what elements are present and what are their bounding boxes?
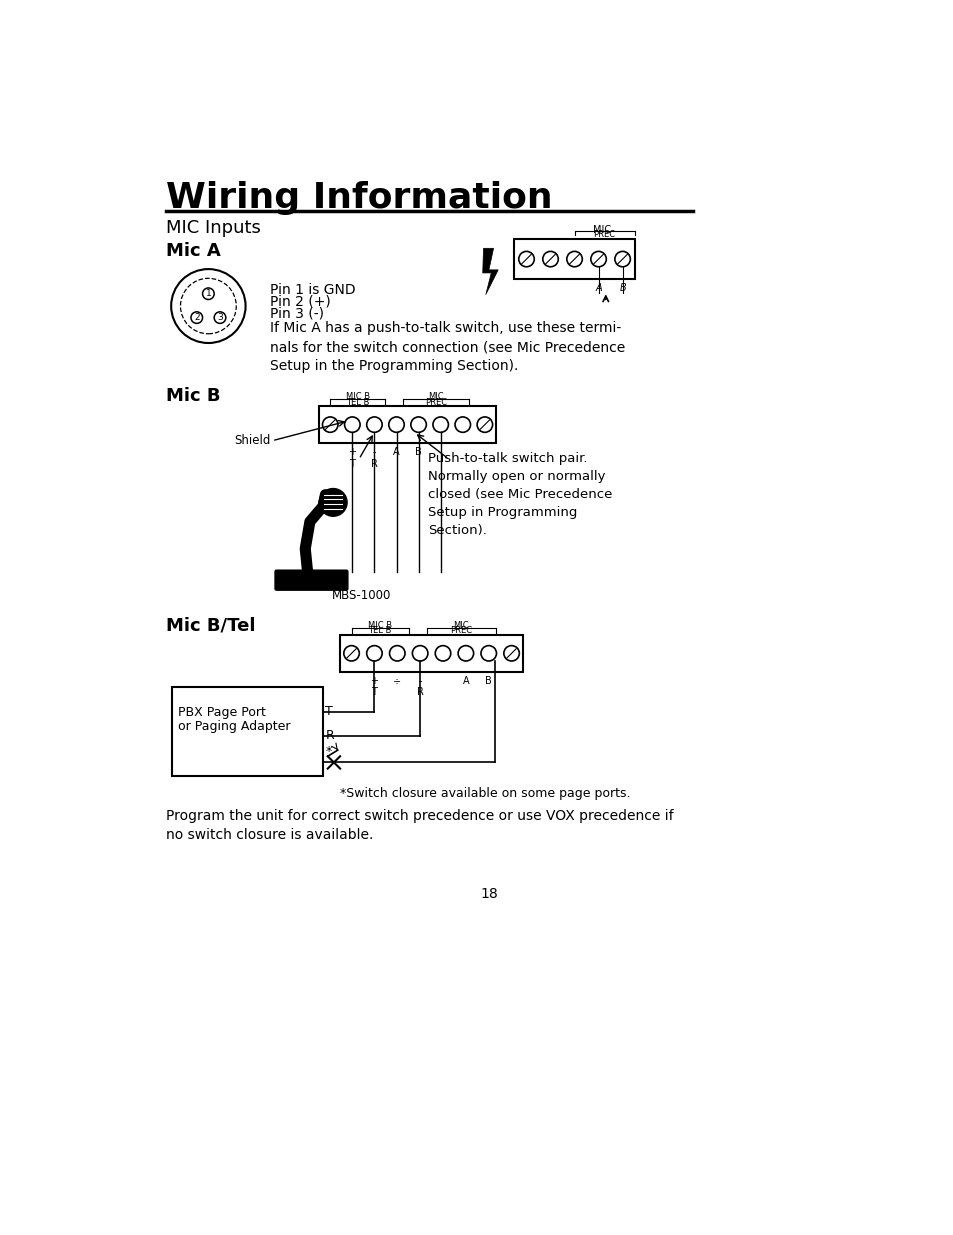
- Text: R: R: [325, 730, 334, 742]
- FancyBboxPatch shape: [274, 571, 348, 590]
- Text: Wiring Information: Wiring Information: [166, 180, 552, 215]
- Text: MIC B: MIC B: [345, 393, 370, 401]
- Text: Mic B: Mic B: [166, 387, 220, 405]
- Text: TEL B: TEL B: [346, 398, 369, 406]
- Text: +
T: + T: [370, 676, 378, 698]
- Text: -
R: - R: [371, 447, 377, 468]
- Bar: [319, 406, 496, 443]
- Text: -
R: - R: [416, 676, 423, 698]
- Text: 3: 3: [217, 314, 223, 322]
- Text: +
T: + T: [348, 447, 356, 468]
- Text: or Paging Adapter: or Paging Adapter: [178, 720, 291, 732]
- Bar: [172, 687, 323, 776]
- Text: Mic B/Tel: Mic B/Tel: [166, 616, 255, 635]
- Text: ÷: ÷: [393, 676, 401, 698]
- Text: MIC: MIC: [593, 225, 611, 235]
- Bar: [340, 635, 522, 672]
- Text: *Switch closure available on some page ports.: *Switch closure available on some page p…: [340, 787, 630, 800]
- Text: PREC: PREC: [425, 398, 447, 406]
- Text: A: A: [462, 676, 469, 685]
- Text: MIC Inputs: MIC Inputs: [166, 219, 260, 237]
- Text: Push-to-talk switch pair.
Normally open or normally
closed (see Mic Precedence
S: Push-to-talk switch pair. Normally open …: [427, 452, 612, 537]
- Text: Pin 1 is GND: Pin 1 is GND: [270, 283, 355, 296]
- Text: *: *: [325, 745, 332, 758]
- Polygon shape: [482, 248, 497, 294]
- Text: Pin 3 (-): Pin 3 (-): [270, 306, 324, 320]
- Text: MIC: MIC: [428, 393, 443, 401]
- Circle shape: [319, 489, 347, 516]
- Text: B: B: [415, 447, 421, 457]
- Text: 1: 1: [205, 289, 211, 298]
- Text: 2: 2: [193, 314, 199, 322]
- Text: Program the unit for correct switch precedence or use VOX precedence if
no switc: Program the unit for correct switch prec…: [166, 809, 673, 842]
- Bar: [514, 240, 634, 279]
- Text: Mic A: Mic A: [166, 242, 220, 261]
- Text: B: B: [618, 283, 625, 293]
- Text: MBS-1000: MBS-1000: [332, 589, 392, 601]
- Text: TEL B: TEL B: [368, 626, 392, 635]
- Text: PREC: PREC: [593, 230, 615, 238]
- Text: T: T: [325, 705, 333, 719]
- Text: B: B: [485, 676, 492, 685]
- Text: Shield: Shield: [233, 435, 270, 447]
- Text: A: A: [393, 447, 399, 457]
- Text: A: A: [595, 283, 601, 293]
- Text: 18: 18: [479, 888, 497, 902]
- Text: Pin 2 (+): Pin 2 (+): [270, 294, 331, 309]
- Text: PREC: PREC: [450, 626, 472, 635]
- Text: PBX Page Port: PBX Page Port: [178, 706, 266, 720]
- Text: MIC B: MIC B: [368, 621, 392, 630]
- Text: MIC: MIC: [453, 621, 469, 630]
- Text: If Mic A has a push-to-talk switch, use these termi-
nals for the switch connect: If Mic A has a push-to-talk switch, use …: [270, 321, 625, 373]
